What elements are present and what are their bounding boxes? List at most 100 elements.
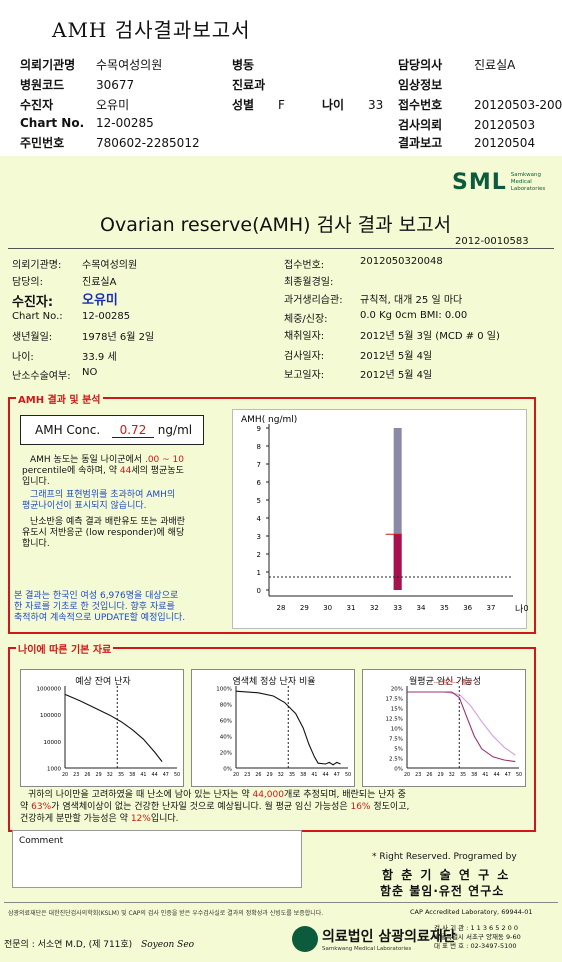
amh-conc-label: AMH Conc.: [35, 423, 101, 437]
divider: [8, 248, 554, 249]
foundation-emblem-icon: [292, 926, 318, 952]
logo-mark: SML: [452, 170, 507, 195]
age-mean-bar: [393, 534, 402, 590]
amh-result-section: AMH 결과 및 분석 AMH Conc. 0.72 ng/ml AMH 농도는…: [8, 391, 536, 634]
y-tick-label: 0%: [394, 767, 403, 773]
comment-box: Comment: [12, 830, 302, 888]
x-tick-label: 32: [449, 772, 455, 778]
x-tick-label: 41: [482, 772, 488, 778]
header-field: 수진자 오유미: [20, 98, 130, 112]
info-field: 생년월일: 1978년 6월 2일: [12, 332, 155, 343]
header-field: 병원코드 30677: [20, 78, 135, 92]
remaining-eggs-chart: 예상 잔여 난자 1000000 100000 10000 1000 20 23 26 29 3…: [20, 669, 184, 787]
normal-egg-ratio-chart: 염색체 정상 난자 비율 100% 80% 60% 40% 20% 0% 20 23 26 29 3…: [191, 669, 355, 787]
divider: [4, 902, 558, 903]
x-tick-label: 47: [163, 772, 169, 778]
header-field: 결과보고 20120504: [398, 136, 536, 150]
y-tick-label: 1000: [47, 767, 61, 773]
signature: Soyeon Seo: [141, 940, 195, 950]
info-field: 체중/신장: 0.0 Kg 0cm BMI: 0.00: [284, 310, 468, 325]
info-field: 나이: 33.9 세: [12, 352, 117, 363]
x-tick-label: 36: [463, 604, 472, 612]
amh-conc-box: AMH Conc. 0.72 ng/ml: [20, 415, 204, 445]
x-tick-label: 23: [73, 772, 79, 778]
y-tick-label: 80%: [220, 703, 232, 709]
amh-conc-unit: ng/ml: [157, 423, 193, 437]
amh-range-note: 그래프의 표현범위를 초과하여 AMH의 평균나이선이 표시되지 않습니다.: [22, 490, 176, 511]
info-field: 난소수술여부: NO: [12, 367, 98, 382]
x-tick-label: 29: [96, 772, 102, 778]
signer: 전문의 : 서소연 M.D, (제 711호) Soyeon Seo: [4, 937, 194, 950]
document-title: AMH 검사결과보고서: [52, 18, 251, 42]
sml-logo: SML Samkwang Medical Laboratories: [452, 170, 561, 195]
x-tick-label: 29: [300, 604, 309, 612]
info-field: Chart No.: 12-00285: [12, 311, 131, 322]
y-tick-label: 100%: [216, 687, 232, 693]
x-tick-label: 23: [244, 772, 250, 778]
amh-conc-value: 0.72: [111, 423, 154, 438]
lab-address: 검 사 기 관 : 1 1 3 6 5 2 0 0 서울특별시 서초구 양재동 …: [434, 924, 521, 950]
y-tick-label: 8: [257, 443, 261, 451]
age-data-section: 나이에 따른 기본 자료 예상 잔여 난자 1000000 100000 10000…: [8, 641, 536, 832]
x-tick-label: 41: [140, 772, 146, 778]
institute-name-1: 함 춘 기 술 연 구 소: [382, 868, 511, 882]
info-field: 수진자: 오유미: [12, 293, 118, 310]
x-axis-label: 나이: [515, 604, 528, 615]
x-tick-label: 33: [393, 604, 402, 612]
y-tick-label: 40%: [220, 735, 232, 741]
header-field: 검사의뢰 20120503: [398, 118, 536, 132]
x-tick-label: 20: [233, 772, 239, 778]
x-tick-label: 50: [345, 772, 351, 778]
y-tick-label: 3: [257, 533, 261, 541]
normal-ratio-line: [235, 690, 341, 766]
foundation-logo: 의료법인 삼광의료재단 Samkwang Medical Laboratorie…: [292, 926, 456, 952]
x-tick-label: 35: [289, 772, 295, 778]
x-tick-label: 29: [267, 772, 273, 778]
x-tick-label: 30: [323, 604, 332, 612]
header-field: Chart No. 12-00285: [20, 116, 154, 130]
age-section-label: 나이에 따른 기본 자료: [16, 641, 114, 656]
logo-subtitle: Samkwang Medical Laboratories: [510, 172, 546, 192]
pregnancy-chance-chart: 월평균 임신 가능성 20% 17.5% 15% 12.5% 10% 7.5% 5% 2.5%…: [362, 669, 526, 787]
y-tick-label: 12.5%: [386, 717, 403, 723]
y-tick-label: 6: [257, 479, 262, 487]
institute-name-2: 함춘 불임·유전 연구소: [380, 884, 505, 898]
x-tick-label: 38: [471, 772, 477, 778]
x-tick-label: 34: [417, 604, 426, 612]
sheet-title: Ovarian reserve(AMH) 검사 결과 보고서: [100, 214, 452, 236]
y-tick-label: 10000: [44, 740, 62, 746]
y-tick-label: 17.5%: [386, 697, 403, 703]
age-summary-text: 귀하의 나이만을 고려하였을 때 난소에 남아 있는 난자는 약 44,000개…: [20, 790, 410, 824]
header-field: 임상정보: [398, 78, 443, 92]
foundation-name: 의료법인 삼광의료재단: [322, 929, 456, 945]
info-field: 최종월경일:: [284, 277, 334, 288]
y-tick-label: 60%: [220, 719, 232, 725]
info-field: 보고일자: 2012년 5월 4일: [284, 370, 433, 381]
y-tick-label: 5%: [394, 747, 403, 753]
legend-text: --: 임신--: 출산: [434, 678, 473, 686]
x-tick-label: 41: [311, 772, 317, 778]
cap-accreditation: CAP Accredited Laboratory, 69944-01: [410, 908, 533, 916]
header-field: 담당의사 진료실A: [398, 58, 516, 72]
x-tick-label: 37: [487, 604, 496, 612]
header-field: 진료과: [232, 78, 266, 92]
pregnancy-line: [407, 691, 516, 763]
info-field: 채취일자: 2012년 5월 3일 (MCD # 0 일): [284, 331, 500, 342]
remaining-eggs-line: [64, 693, 163, 762]
comment-label: Comment: [19, 836, 64, 846]
amh-percentile-text: AMH 농도는 동일 나이군에서 .00 ~ 10 percentile에 속하…: [22, 455, 184, 487]
y-tick-label: 7.5%: [389, 737, 403, 743]
x-tick-label: 26: [426, 772, 432, 778]
y-tick-label: 20%: [220, 751, 232, 757]
normal-egg-ratio-title: 염색체 정상 난자 비율: [232, 677, 316, 687]
x-tick-label: 32: [278, 772, 284, 778]
header-field: 나이 33: [322, 98, 384, 112]
y-tick-label: 0%: [223, 767, 232, 773]
x-tick-label: 47: [334, 772, 340, 778]
x-tick-label: 20: [404, 772, 410, 778]
y-tick-label: 2: [257, 551, 261, 559]
foundation-subtitle: Samkwang Medical Laboratories: [322, 946, 412, 952]
y-tick-label: 4: [257, 515, 262, 523]
x-tick-label: 44: [323, 772, 329, 778]
report-sheet: SML Samkwang Medical Laboratories Ovaria…: [0, 156, 562, 962]
